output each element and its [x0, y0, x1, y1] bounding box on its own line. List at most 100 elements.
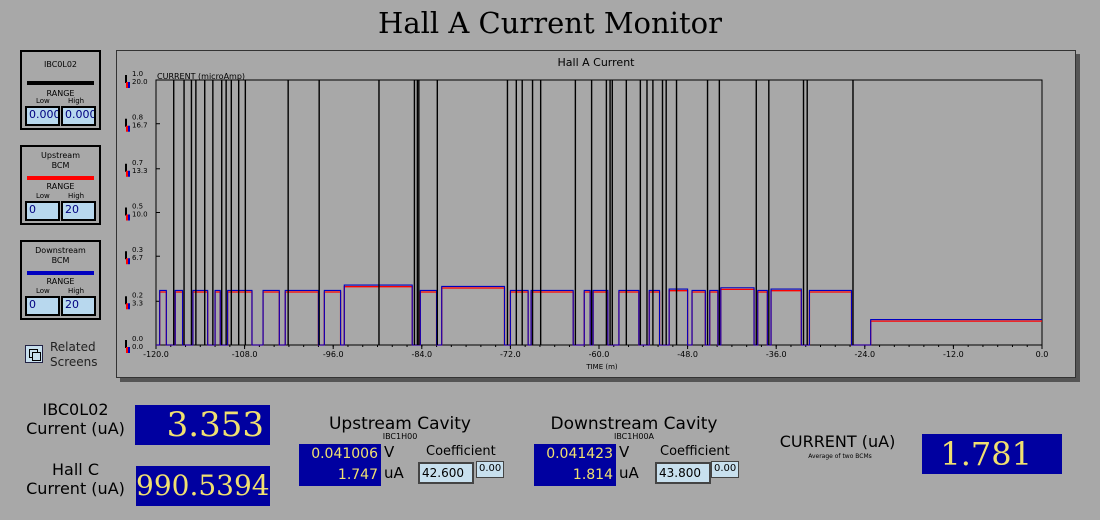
- low-label: Low: [36, 287, 50, 295]
- y-tick-label-right: 3.3: [132, 299, 143, 307]
- y-tick-swatch-red: [126, 214, 128, 221]
- upstream-readout-box: [299, 444, 381, 486]
- upstream-offset-input[interactable]: 0.00: [476, 461, 504, 478]
- upstream-coefficient-input[interactable]: 42.600: [418, 462, 474, 484]
- trace-color-swatch: [27, 81, 94, 85]
- upstream-coefficient-label: Coefficient: [426, 444, 496, 459]
- downstream-volts-value: 0.041423: [546, 446, 613, 462]
- y-tick-label-left: 0.8: [132, 114, 143, 122]
- low-label: Low: [36, 97, 50, 105]
- x-axis-label: TIME (m): [585, 363, 618, 371]
- downstream-cavity-title: Downstream Cavity: [550, 414, 718, 434]
- downstream-bcm-range-panel: Downstream BCM RANGE Low High 0 20: [20, 240, 101, 320]
- y-tick-swatch-red: [126, 170, 128, 177]
- ibc0l02-current-value: 3.353: [135, 405, 270, 445]
- x-tick-label: -120.0: [143, 350, 169, 359]
- downstream-ua-unit: uA: [619, 464, 639, 482]
- trace-color-swatch: [27, 271, 94, 275]
- y-tick-swatch-blue: [128, 258, 130, 265]
- y-tick-swatch-black: [125, 75, 127, 83]
- downstream-coefficient-input[interactable]: 43.800: [655, 462, 711, 484]
- downstream-offset-input[interactable]: 0.00: [711, 461, 739, 478]
- panel-title: IBC0L02: [43, 60, 78, 69]
- related-screens-label[interactable]: Related Screens: [50, 340, 98, 369]
- range-high-input[interactable]: 0.000: [61, 106, 96, 126]
- downstream-ua-value: 1.814: [572, 467, 613, 483]
- y-tick-swatch-blue: [128, 82, 130, 88]
- average-current-label: CURRENT (uA): [779, 432, 896, 451]
- y-tick-swatch-red: [126, 82, 128, 88]
- x-tick-label: -72.0: [500, 350, 521, 359]
- range-high-input[interactable]: 20: [61, 201, 96, 221]
- y-tick-label-right: 13.3: [132, 167, 148, 175]
- y-tick-label-left: 1.0: [132, 70, 143, 78]
- y-tick-swatch-black: [125, 207, 127, 216]
- y-tick-swatch-blue: [128, 125, 130, 132]
- y-tick-swatch-red: [126, 258, 128, 265]
- y-tick-label-left: 0.5: [132, 203, 143, 211]
- x-tick-label: -24.0: [854, 350, 875, 359]
- x-tick-label: -36.0: [766, 350, 787, 359]
- range-high-input[interactable]: 20: [61, 296, 96, 316]
- upstream-ua-unit: uA: [384, 464, 404, 482]
- range-low-input[interactable]: 0.000: [25, 106, 60, 126]
- average-current-value: 1.781: [922, 434, 1062, 474]
- low-label: Low: [36, 192, 50, 200]
- range-label: RANGE: [46, 182, 75, 191]
- upstream-cavity-channel: IBC1H00: [382, 432, 418, 441]
- y-tick-label-left: 0.3: [132, 246, 143, 254]
- high-label: High: [68, 192, 85, 200]
- ibc0l02-current-label: IBC0L02 Current (uA): [26, 400, 125, 438]
- page-title: Hall A Current Monitor: [378, 6, 722, 40]
- range-label: RANGE: [46, 277, 75, 286]
- plot-area: [155, 79, 1043, 346]
- upstream-volts-value: 0.041006: [311, 446, 378, 462]
- current-strip-chart: Hall A Current CURRENT (microAmp) TIME (…: [116, 50, 1076, 378]
- x-tick-label: -60.0: [589, 350, 610, 359]
- y-tick-label-right: 10.0: [132, 211, 148, 219]
- panel-title: Upstream BCM: [41, 151, 80, 170]
- hall-c-current-label: Hall C Current (uA): [26, 460, 125, 498]
- y-tick-label-left: 0.2: [132, 291, 143, 299]
- downstream-cavity-channel: IBC1H00A: [613, 432, 655, 441]
- y-tick-swatch-red: [126, 125, 128, 132]
- x-tick-label: -96.0: [323, 350, 344, 359]
- y-tick-label-right: 0.0: [132, 343, 143, 351]
- average-current-subtitle: Average of two BCMs: [808, 453, 872, 460]
- y-tick-swatch-red: [126, 303, 128, 310]
- ibc0l02-range-panel: IBC0L02 RANGE Low High 0.000 0.000: [20, 50, 101, 130]
- y-tick-swatch-black: [125, 251, 127, 260]
- x-tick-label: 0.0: [1036, 350, 1049, 359]
- hall-c-current-value: 990.5394: [136, 466, 270, 506]
- range-low-input[interactable]: 0: [25, 296, 60, 316]
- downstream-bcm-trace: [156, 284, 1042, 346]
- related-screens-icon[interactable]: [25, 345, 43, 363]
- y-tick-label-right: 16.7: [132, 122, 148, 130]
- x-tick-label: -48.0: [677, 350, 698, 359]
- chart-svg: Hall A Current CURRENT (microAmp) TIME (…: [125, 56, 1049, 371]
- downstream-coefficient-label: Coefficient: [660, 444, 730, 459]
- y-tick-swatch-red: [126, 347, 128, 353]
- y-tick-swatch-blue: [128, 347, 130, 353]
- x-tick-label: -12.0: [943, 350, 964, 359]
- y-tick-label-left: 0.7: [132, 159, 143, 167]
- high-label: High: [68, 287, 85, 295]
- y-tick-swatch-black: [125, 163, 127, 172]
- x-tick-label: -84.0: [411, 350, 432, 359]
- upstream-ua-value: 1.747: [337, 467, 378, 483]
- downstream-readout-box: [534, 444, 616, 486]
- y-tick-swatch-blue: [128, 214, 130, 221]
- high-label: High: [68, 97, 85, 105]
- downstream-volts-unit: V: [619, 443, 630, 461]
- x-tick-label: -108.0: [232, 350, 258, 359]
- y-tick-swatch-black: [125, 296, 127, 305]
- y-tick-label-right: 20.0: [132, 78, 148, 86]
- y-tick-swatch-black: [125, 340, 127, 348]
- range-low-input[interactable]: 0: [25, 201, 60, 221]
- y-tick-swatch-blue: [128, 170, 130, 177]
- panel-title: Downstream BCM: [35, 246, 86, 265]
- y-tick-swatch-blue: [128, 303, 130, 310]
- y-tick-label-right: 6.7: [132, 254, 143, 262]
- trace-color-swatch: [27, 176, 94, 180]
- range-label: RANGE: [46, 89, 75, 98]
